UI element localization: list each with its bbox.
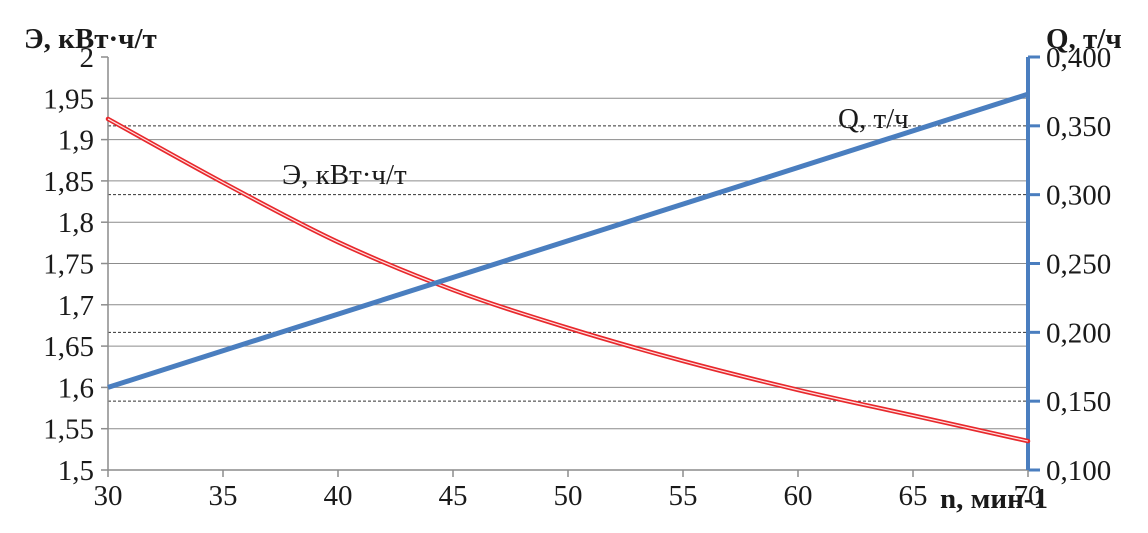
series-line-q — [107, 91, 1029, 390]
y-left-tick-label: 1,85 — [43, 166, 94, 198]
x-tick-label: 50 — [554, 480, 583, 512]
series-layer — [105, 91, 1031, 444]
y-right-tick-label: 0,100 — [1046, 455, 1111, 487]
y-left-tick-label: 1,7 — [58, 290, 94, 322]
labels-layer: Э, кВт·ч/т Q, т/ч n, мин-1 Э, кВт·ч/т Q,… — [24, 23, 1122, 515]
y-left-tick-label: 1,55 — [43, 414, 94, 446]
x-tick-label: 45 — [439, 480, 468, 512]
x-tick-label: 30 — [94, 480, 123, 512]
series-line-e-core — [107, 118, 1029, 442]
series-label-q: Q, т/ч — [838, 103, 909, 135]
y-left-tick-label: 1,95 — [43, 83, 94, 115]
x-tick-label: 70 — [1014, 480, 1043, 512]
y-right-tick-label: 0,150 — [1046, 386, 1111, 418]
x-tick-label: 40 — [324, 480, 353, 512]
y-right-tick-label: 0,250 — [1046, 249, 1111, 281]
y-left-axis-title: Э, кВт·ч/т — [24, 23, 157, 55]
grid-layer — [108, 97, 1028, 430]
y-right-tick-label: 0,350 — [1046, 111, 1111, 143]
y-left-tick-label: 1,9 — [58, 125, 94, 157]
series-line-e — [105, 116, 1031, 444]
y-left-tick-label: 1,6 — [58, 372, 94, 404]
y-left-tick-label: 1,5 — [58, 455, 94, 487]
y-right-tick-label: 0,200 — [1046, 317, 1111, 349]
series-label-e: Э, кВт·ч/т — [282, 159, 407, 191]
x-tick-label: 35 — [209, 480, 238, 512]
y-left-tick-label: 1,65 — [43, 331, 94, 363]
x-tick-label: 60 — [784, 480, 813, 512]
y-left-tick-label: 2 — [80, 42, 95, 74]
x-tick-label: 65 — [899, 480, 928, 512]
y-right-tick-label: 0,300 — [1046, 180, 1111, 212]
y-left-tick-label: 1,75 — [43, 249, 94, 281]
y-right-tick-label: 0,400 — [1046, 42, 1111, 74]
y-right-axis-title: Q, т/ч — [1046, 23, 1122, 55]
axes-layer — [101, 55, 1040, 477]
x-tick-label: 55 — [669, 480, 698, 512]
y-left-tick-label: 1,8 — [58, 207, 94, 239]
x-axis-title: n, мин-1 — [940, 483, 1048, 515]
